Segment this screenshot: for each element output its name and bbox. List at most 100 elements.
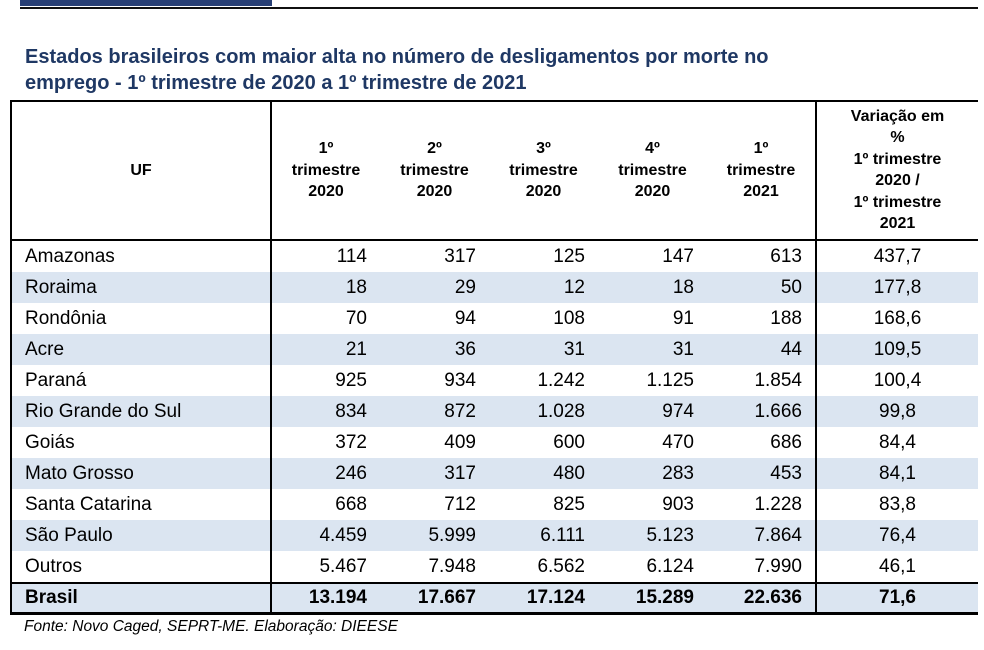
variation-cell: 83,8	[815, 488, 978, 520]
variation-cell: 84,4	[815, 426, 978, 458]
value-cell: 834	[335, 400, 367, 422]
value-cell: 125	[553, 245, 585, 267]
value-cell: 31	[672, 338, 694, 360]
value-cell: 5.467	[319, 555, 367, 577]
top-divider-line	[20, 7, 978, 9]
table-row: São Paulo 4.459 5.999 6.111 5.123 7.864 …	[11, 519, 978, 551]
uf-cell: Amazonas	[11, 239, 272, 272]
table-row: Mato Grosso 246 317 480 283 453 84,1	[11, 457, 978, 489]
table-row: Rondônia 70 94 108 91 188 168,6	[11, 302, 978, 334]
variation-cell: 177,8	[815, 271, 978, 303]
value-cell: 1.228	[754, 493, 802, 515]
value-cell: 147	[662, 245, 694, 267]
uf-cell: Rondônia	[11, 302, 272, 334]
value-cell: 13.194	[271, 581, 380, 614]
value-cell: 44	[780, 338, 802, 360]
value-cell: 712	[444, 493, 476, 515]
value-cell: 7.864	[754, 524, 802, 546]
value-cell: 6.111	[540, 524, 585, 546]
uf-cell: Goiás	[11, 426, 272, 458]
column-header-uf: UF	[11, 101, 272, 241]
value-cell: 600	[553, 431, 585, 453]
value-cell: 5.999	[428, 524, 476, 546]
value-cell: 31	[563, 338, 585, 360]
table-row: Amazonas 114 317 125 147 613 437,7	[11, 239, 978, 272]
variation-cell: 46,1	[815, 550, 978, 583]
value-cell: 94	[454, 307, 476, 329]
uf-cell: Rio Grande do Sul	[11, 395, 272, 427]
value-cell: 6.124	[646, 555, 694, 577]
value-cell: 1.242	[537, 369, 585, 391]
value-cell: 686	[770, 431, 802, 453]
uf-cell: Roraima	[11, 271, 272, 303]
uf-cell: Santa Catarina	[11, 488, 272, 520]
value-cell: 188	[770, 307, 802, 329]
value-cell: 4.459	[319, 524, 367, 546]
table-row: Outros 5.467 7.948 6.562 6.124 7.990 46,…	[11, 550, 978, 583]
value-cell: 453	[770, 462, 802, 484]
value-cell: 7.990	[754, 555, 802, 577]
table-header-row: UF 1º trimestre 2020 2º trimestre 2020 3…	[11, 101, 978, 241]
value-cell: 903	[662, 493, 694, 515]
value-cell: 91	[672, 307, 694, 329]
variation-cell: 84,1	[815, 457, 978, 489]
value-cell: 108	[553, 307, 585, 329]
variation-cell: 437,7	[815, 239, 978, 272]
value-cell: 114	[336, 245, 367, 267]
value-cell: 17.124	[489, 581, 598, 614]
value-cell: 283	[662, 462, 694, 484]
value-cell: 18	[345, 276, 367, 298]
value-cell: 934	[444, 369, 476, 391]
value-cell: 925	[335, 369, 367, 391]
table-row: Roraima 18 29 12 18 50 177,8	[11, 271, 978, 303]
column-header-q1-2021: 1º trimestre 2021	[707, 101, 816, 241]
value-cell: 872	[444, 400, 476, 422]
value-cell: 18	[672, 276, 694, 298]
uf-cell: Mato Grosso	[11, 457, 272, 489]
value-cell: 5.123	[646, 524, 694, 546]
chart-title: Estados brasileiros com maior alta no nú…	[25, 46, 769, 95]
value-cell: 246	[335, 462, 367, 484]
variation-cell: 76,4	[815, 519, 978, 551]
value-cell: 29	[454, 276, 476, 298]
value-cell: 1.028	[537, 400, 585, 422]
value-cell: 668	[335, 493, 367, 515]
value-cell: 1.125	[646, 369, 694, 391]
table-row: Rio Grande do Sul 834 872 1.028 974 1.66…	[11, 395, 978, 427]
value-cell: 22.636	[707, 581, 816, 614]
value-cell: 317	[444, 245, 476, 267]
value-cell: 470	[662, 431, 694, 453]
column-header-q2-2020: 2º trimestre 2020	[380, 101, 489, 241]
value-cell: 825	[553, 493, 585, 515]
column-header-q1-2020: 1º trimestre 2020	[271, 101, 380, 241]
value-cell: 409	[444, 431, 476, 453]
column-header-q3-2020: 3º trimestre 2020	[489, 101, 598, 241]
value-cell: 1.854	[754, 369, 802, 391]
value-cell: 15.289	[598, 581, 707, 614]
value-cell: 372	[335, 431, 367, 453]
total-row-brasil: Brasil 13.194 17.667 17.124 15.289 22.63…	[11, 581, 978, 614]
variation-cell: 99,8	[815, 395, 978, 427]
uf-cell: Paraná	[11, 364, 272, 396]
redacted-header-bar	[20, 0, 272, 6]
table-row: Goiás 372 409 600 470 686 84,4	[11, 426, 978, 458]
uf-cell: Acre	[11, 333, 272, 365]
value-cell: 21	[345, 338, 367, 360]
column-header-variation: Variação em % 1º trimestre 2020 / 1º tri…	[815, 101, 978, 241]
value-cell: 50	[780, 276, 802, 298]
value-cell: 613	[770, 245, 802, 267]
uf-cell: São Paulo	[11, 519, 272, 551]
value-cell: 12	[563, 276, 585, 298]
uf-cell: Brasil	[11, 581, 272, 614]
value-cell: 7.948	[428, 555, 476, 577]
value-cell: 6.562	[537, 555, 585, 577]
column-header-q4-2020: 4º trimestre 2020	[598, 101, 707, 241]
value-cell: 36	[454, 338, 476, 360]
value-cell: 70	[345, 307, 367, 329]
variation-cell: 109,5	[815, 333, 978, 365]
data-table: UF 1º trimestre 2020 2º trimestre 2020 3…	[10, 100, 978, 615]
table-row: Paraná 925 934 1.242 1.125 1.854 100,4	[11, 364, 978, 396]
source-note: Fonte: Novo Caged, SEPRT-ME. Elaboração:…	[24, 618, 398, 635]
value-cell: 17.667	[380, 581, 489, 614]
